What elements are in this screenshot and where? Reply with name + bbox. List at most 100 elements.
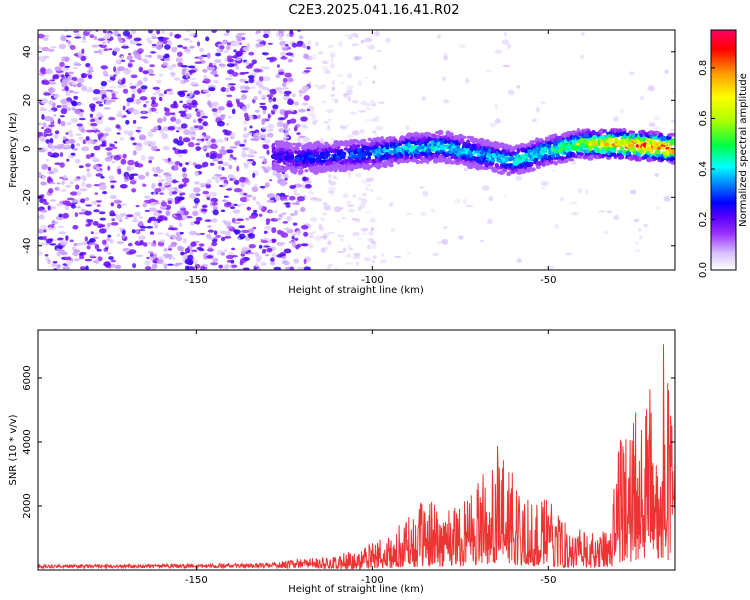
spectrogram-noise-cell [69,181,74,185]
spectrogram-noise-cell [210,70,218,75]
snr-frame [37,329,676,571]
spectrogram-noise-cell [58,231,66,235]
spectrogram-noise-cell [164,44,171,50]
spectrogram-noise-cell [284,136,289,139]
spectrogram-noise-cell [86,172,92,178]
spectrogram-noise-cell [124,174,129,181]
spectrogram-noise-cell [231,203,235,207]
spectrogram-noise-cell [209,84,215,87]
spectrogram-noise-cell [180,251,185,256]
spectrogram-noise-cell [74,108,81,115]
spectrogram-noise-cell [74,158,81,164]
spectrogram-noise-cell [181,214,188,221]
spectrogram-noise-cell [336,250,345,254]
spectrogram-noise-cell [292,222,298,226]
spectrogram-noise-cell [262,52,269,56]
spectrogram-noise-cell [242,133,249,138]
spectrogram-noise-cell [488,196,493,202]
spectrogram-noise-cell [76,123,83,127]
spectrogram-noise-cell [388,202,394,208]
spectrogram-noise-cell [134,53,142,59]
spectrogram-noise-cell [222,162,230,167]
spectrogram-noise-cell [149,231,155,235]
spectrogram-noise-cell [192,205,198,209]
spectrogram-noise-cell [259,102,266,106]
spectrogram-noise-cell [327,124,331,131]
spectrogram-noise-cell [93,209,100,213]
spectrogram-noise-cell [230,206,236,210]
spectrogram-ridge-cell [530,161,534,167]
spectrogram-noise-cell [80,128,86,133]
spectrogram-noise-cell [230,259,235,264]
spectrogram-noise-cell [61,180,65,185]
spectrogram-noise-cell [233,179,240,185]
spectrogram-noise-cell [211,257,219,263]
spectrogram-noise-cell [540,187,546,190]
spectrogram-noise-cell [168,91,174,96]
spectrogram-noise-cell [150,243,157,247]
spectrogram-noise-cell [306,45,311,50]
spectrogram-noise-cell [91,156,98,161]
spectrogram-ridge-cell [610,149,617,153]
spectrogram-noise-cell [94,244,100,250]
spectrogram-noise-cell [45,158,49,162]
spectrogram-noise-cell [84,197,90,201]
spectrogram-noise-cell [339,81,345,84]
spectrogram-noise-cell [353,56,360,61]
spectrogram-noise-cell [178,181,185,185]
spectrogram-ridge-cell [509,155,515,161]
spectrogram-ridge-cell [568,158,575,162]
spectrogram-noise-cell [303,95,310,101]
spectrogram-noise-cell [125,68,129,71]
spectrogram-noise-cell [127,130,134,137]
spectrogram-ridge-cell [661,146,666,150]
spectrogram-noise-cell [78,117,86,121]
spectrogram-noise-cell [264,254,270,257]
spectrogram-noise-cell [193,220,201,225]
spectrogram-noise-cell [278,30,285,33]
spectrogram-noise-cell [106,151,112,157]
spectrogram-noise-cell [38,229,44,234]
spectrogram-noise-cell [271,227,277,234]
spectrogram-noise-cell [279,195,285,201]
spectrogram-noise-cell [375,196,383,201]
spectrogram-noise-cell [260,240,268,243]
spectrogram-noise-cell [49,199,56,202]
spectrogram-noise-cell [481,185,490,191]
spectrogram-noise-cell [189,131,196,135]
spectrogram-noise-cell [149,140,157,147]
spectrogram-noise-cell [54,186,60,191]
spectrogram-noise-cell [162,183,169,186]
spectrogram-noise-cell [282,87,289,90]
spectrogram-noise-cell [110,222,119,226]
spectrogram-noise-cell [405,125,410,131]
spectrogram-noise-cell [191,249,198,253]
spectrogram-noise-cell [266,132,274,138]
spectrogram-noise-cell [247,132,252,136]
spectrogram-noise-cell [132,109,140,115]
spectrogram-ridge-cell [406,132,413,137]
spectrogram-noise-cell [209,153,216,157]
spectrogram-noise-cell [255,80,263,86]
spectrogram-noise-cell [669,128,675,131]
spectrogram-noise-cell [654,206,661,210]
spectrogram-noise-cell [227,102,234,108]
spectrogram-noise-cell [89,254,95,257]
spectrogram-noise-cell [239,85,246,90]
spectrogram-noise-cell [192,84,200,87]
spectrogram-noise-cell [161,262,167,265]
spectrogram-noise-cell [303,69,311,73]
spectrogram-ridge-cell [563,159,569,163]
spectrogram-noise-cell [228,83,236,86]
spectrogram-noise-cell [174,33,182,39]
spectrogram-ridge-cell [278,166,283,170]
spectrogram-noise-cell [195,143,200,146]
spectrogram-noise-cell [113,30,119,37]
spectrogram-noise-cell [442,99,450,104]
spectrogram-noise-cell [73,61,81,66]
spectrogram-noise-cell [284,177,288,181]
spectrogram-noise-cell [65,235,69,241]
spectrogram-noise-cell [135,145,143,152]
spectrogram-noise-cell [148,30,153,34]
spectrogram-noise-cell [620,108,624,114]
